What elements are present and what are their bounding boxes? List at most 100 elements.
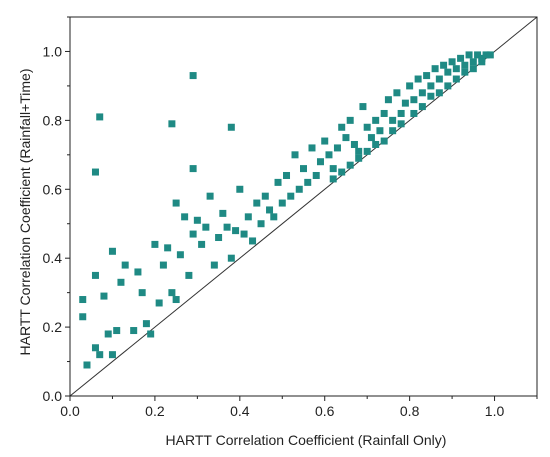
data-point-112 [444,82,452,90]
data-point-14 [108,351,116,359]
data-point-86 [410,96,418,104]
data-point-16 [108,247,116,255]
y-tick-label: 0.8 [43,112,63,128]
data-point-108 [410,109,418,117]
data-point-57 [287,192,295,200]
data-point-80 [384,96,392,104]
data-point-33 [185,271,193,279]
data-point-23 [147,330,155,338]
data-point-45 [236,185,244,193]
data-point-31 [176,251,184,259]
data-point-96 [452,65,460,73]
y-tick-label: 0.0 [43,388,63,404]
data-point-56 [283,171,291,179]
data-point-6 [79,296,87,304]
data-point-75 [363,123,371,131]
data-point-48 [249,237,257,245]
data-point-119 [346,161,354,169]
data-point-109 [418,103,426,111]
data-point-93 [440,61,448,69]
data-point-74 [359,103,367,111]
data-point-69 [338,123,346,131]
data-point-120 [355,154,363,162]
data-point-55 [278,199,286,207]
data-point-116 [478,58,486,66]
x-tick-label: 0.6 [315,403,335,419]
data-point-52 [266,206,274,214]
data-point-44 [232,227,240,235]
data-point-59 [295,185,303,193]
data-point-24 [151,240,159,248]
data-point-26 [159,261,167,269]
y-tick-label: 1.0 [43,43,63,59]
data-point-82 [393,89,401,97]
x-tick-label: 0.0 [60,403,80,419]
labels-layer: 0.0 0.2 0.4 0.6 0.8 1.0 0.0 0.2 0.4 0.6 0.8 1.0 [43,43,505,419]
data-point-21 [138,289,146,297]
data-point-11 [91,271,99,279]
data-point-103 [482,51,490,59]
data-point-77 [372,116,380,124]
y-tick-label: 0.4 [43,250,63,266]
data-point-43 [227,254,235,262]
plot-frame [69,16,538,397]
data-point-17 [117,278,125,286]
data-point-87 [414,75,422,83]
data-point-94 [444,68,452,76]
data-point-42 [223,223,231,231]
data-point-63 [312,171,320,179]
data-point-90 [427,82,435,90]
data-point-71 [346,116,354,124]
data-point-18 [121,261,129,269]
data-point-70 [342,134,350,142]
data-point-99 [465,51,473,59]
data-point-105 [380,137,388,145]
points-layer [79,51,494,369]
data-point-100 [469,58,477,66]
data-point-27 [164,244,172,252]
data-point-114 [461,68,469,76]
data-point-41 [219,209,227,217]
data-point-37 [202,223,210,231]
data-point-0 [96,113,104,121]
data-point-39 [210,261,218,269]
data-point-19 [130,327,138,335]
data-point-76 [367,134,375,142]
data-point-29 [172,296,180,304]
data-point-49 [253,199,261,207]
data-point-106 [389,127,397,135]
data-point-54 [274,178,282,186]
data-point-64 [316,158,324,166]
data-point-98 [461,61,469,69]
data-point-104 [486,51,494,59]
data-point-25 [155,299,163,307]
x-tick-label: 0.8 [400,403,420,419]
data-point-1 [189,72,197,80]
data-point-28 [168,289,176,297]
data-point-8 [83,361,91,369]
data-point-51 [261,192,269,200]
data-point-118 [338,168,346,176]
data-point-122 [372,140,380,148]
data-point-95 [448,58,456,66]
x-tick-label: 0.4 [230,403,250,419]
data-point-84 [401,99,409,107]
data-point-2 [168,120,176,128]
y-axis-title: HARTT Correlation Coefficient (Rainfall+… [17,69,33,356]
data-point-68 [333,144,341,152]
data-point-115 [469,65,477,73]
data-point-9 [91,344,99,352]
data-point-89 [423,72,431,80]
data-point-3 [227,123,235,131]
data-point-53 [270,213,278,221]
data-point-5 [91,168,99,176]
data-point-12 [100,292,108,300]
data-point-34 [189,230,197,238]
data-point-7 [79,313,87,321]
data-point-85 [406,82,414,90]
y-tick-label: 0.2 [43,319,63,335]
data-point-66 [325,151,333,159]
data-point-36 [198,240,206,248]
data-point-65 [321,137,329,145]
